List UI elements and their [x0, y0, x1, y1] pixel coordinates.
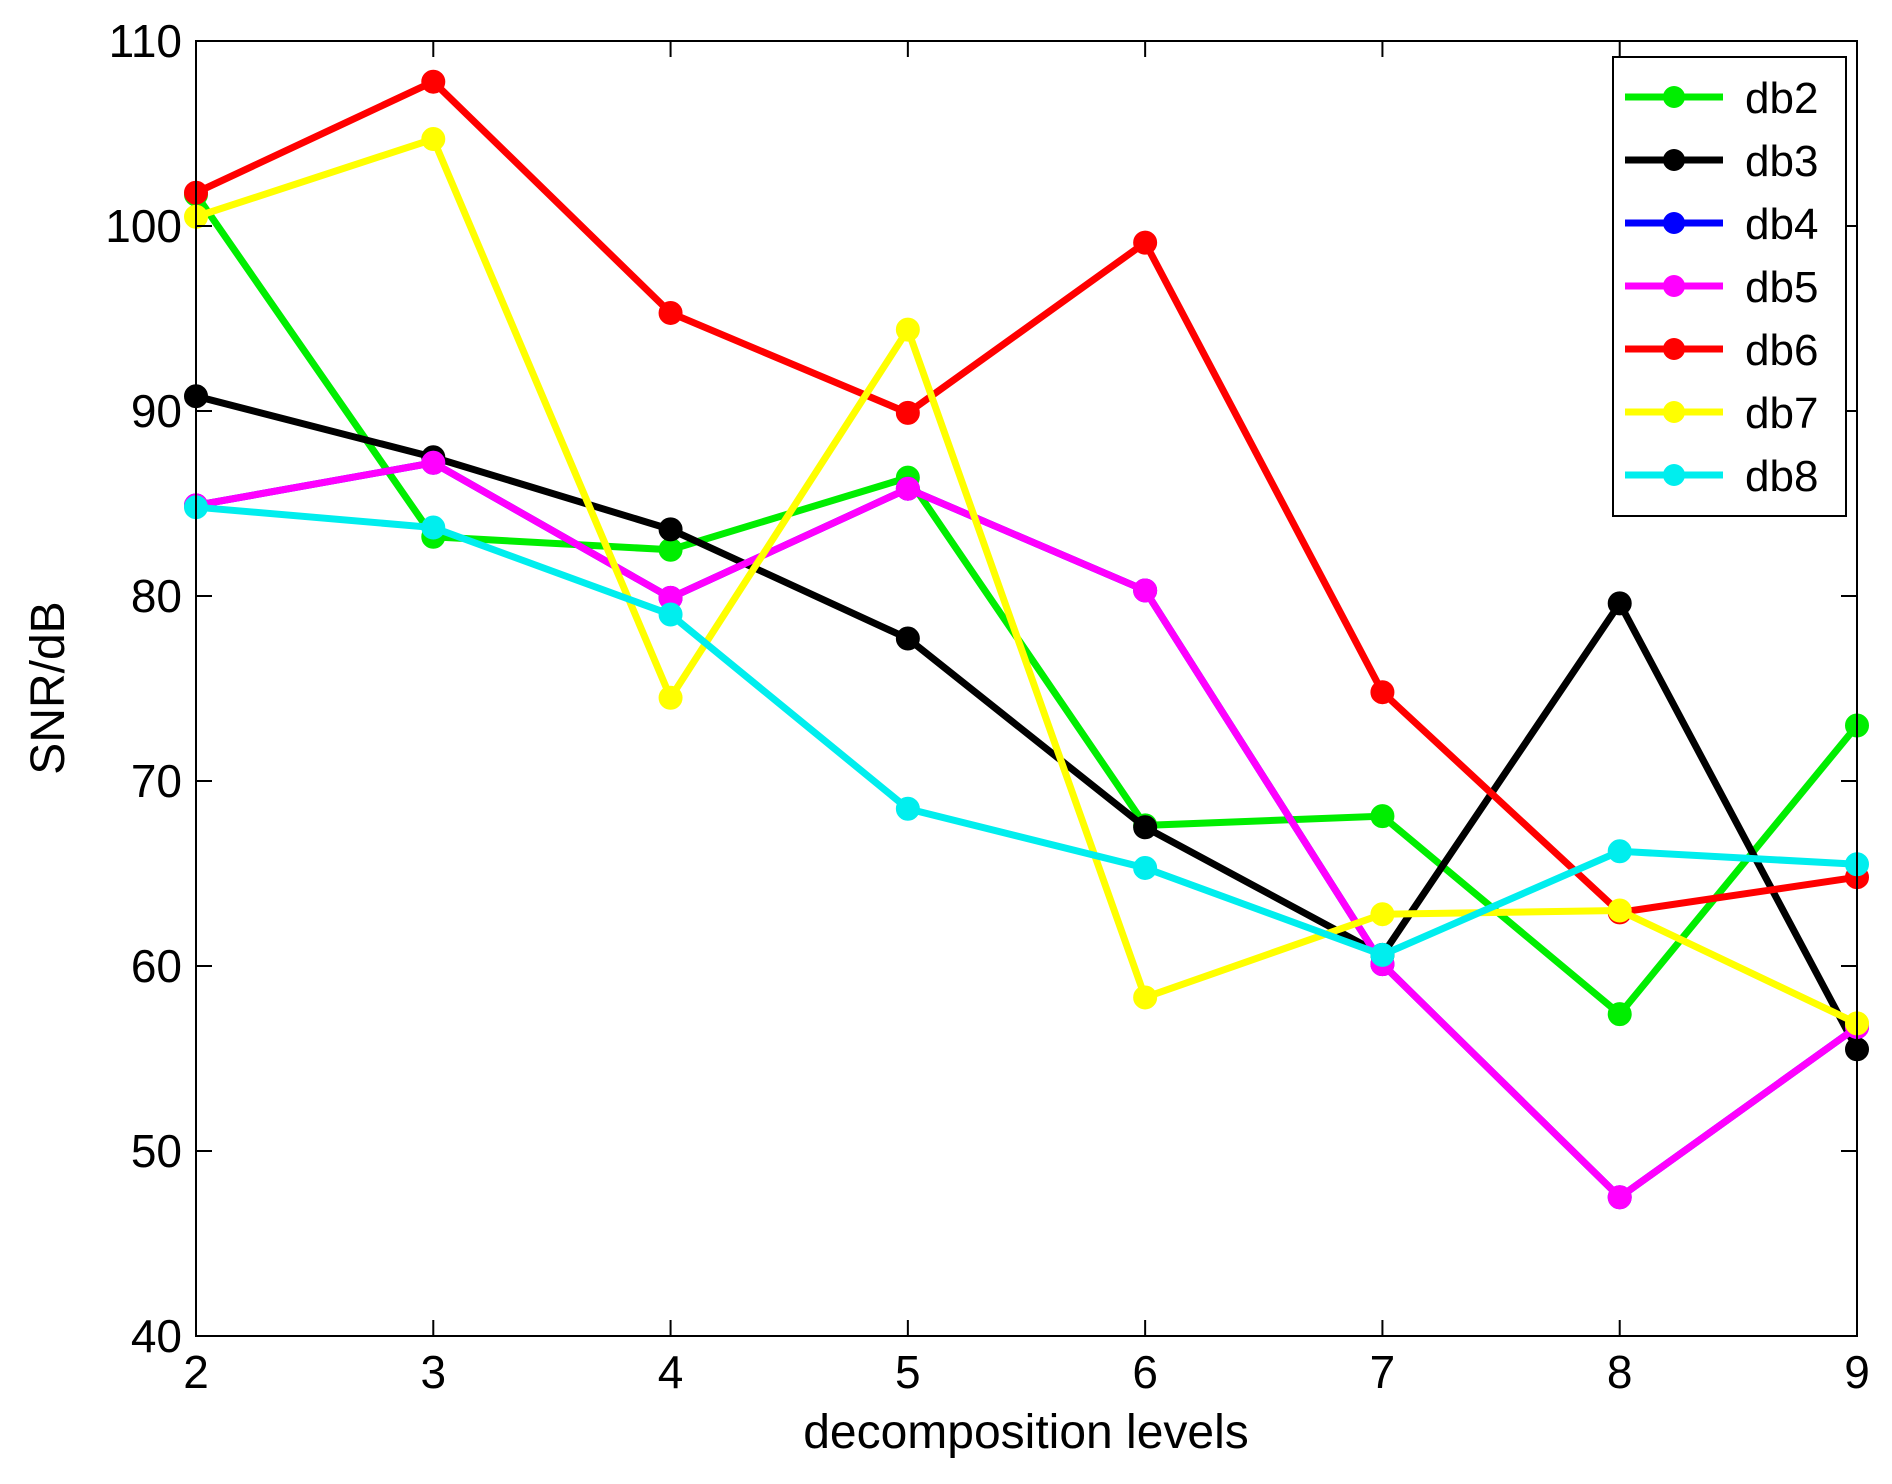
- axis-layer: 2 3 4 5 6 7 8 9 40 50 60 70 80 90 100 110: [105, 15, 1870, 1398]
- legend-item-db4: db4: [1625, 200, 1818, 249]
- x-tick-label: 4: [658, 1346, 684, 1398]
- legend-item-db5: db5: [1625, 263, 1818, 312]
- data-point-db8: [1133, 855, 1158, 880]
- y-tick-label: 90: [131, 385, 182, 437]
- legend-label: db5: [1745, 263, 1818, 312]
- legend-marker: [1663, 149, 1685, 171]
- data-point-db8: [1370, 942, 1395, 967]
- legend-item-db8: db8: [1625, 452, 1818, 501]
- y-tick-label: 110: [109, 15, 182, 67]
- data-point-db2: [658, 537, 683, 562]
- series-line-db5: [195, 459, 1860, 1202]
- legend-label: db8: [1745, 452, 1818, 501]
- data-point-db5: [1133, 578, 1158, 603]
- data-point-db6: [421, 69, 446, 94]
- data-point-db3: [895, 626, 920, 651]
- series-line-db6: [194, 77, 1858, 917]
- legend-label: db6: [1745, 326, 1818, 375]
- data-point-db8: [1607, 839, 1632, 864]
- data-point-db3: [1133, 815, 1158, 840]
- legend-label: db7: [1745, 389, 1818, 438]
- data-point-db7: [1370, 902, 1395, 927]
- y-tick-label: 100: [105, 200, 182, 252]
- x-axis-label: decomposition levels: [803, 1406, 1249, 1459]
- x-tick-label: 8: [1607, 1346, 1633, 1398]
- legend-item-db2: db2: [1625, 74, 1818, 123]
- x-tick-label: 7: [1370, 1346, 1396, 1398]
- data-point-db7: [1607, 898, 1632, 923]
- legend: db2 db3 db4 db5 db6 db7 db8: [1612, 56, 1847, 517]
- legend-label: db4: [1745, 200, 1818, 249]
- data-point-db7: [1133, 985, 1158, 1010]
- data-point-db2: [1370, 804, 1395, 829]
- legend-label: db2: [1745, 74, 1818, 123]
- x-tick-label: 9: [1844, 1346, 1870, 1398]
- legend-marker: [1663, 212, 1685, 234]
- y-tick-label: 80: [131, 570, 182, 622]
- data-point-db8: [895, 796, 920, 821]
- series-db7: [184, 127, 1869, 1036]
- plot-frame: [195, 40, 1858, 1337]
- series-layer: [184, 69, 1869, 1210]
- data-point-db5: [1607, 1185, 1632, 1210]
- data-point-db6: [1370, 680, 1395, 705]
- series-line-db7: [194, 134, 1859, 1027]
- data-point-db5: [895, 476, 920, 501]
- data-point-db6: [895, 400, 920, 425]
- legend-label: db3: [1745, 137, 1818, 186]
- legend-marker: [1663, 338, 1685, 360]
- series-line-db8: [195, 503, 1858, 959]
- data-point-db7: [421, 127, 446, 152]
- data-point-db5: [421, 450, 446, 475]
- data-point-db7: [658, 685, 683, 710]
- y-tick-label: 70: [131, 755, 182, 807]
- y-tick-label: 40: [131, 1310, 182, 1362]
- x-tick-label: 2: [183, 1346, 209, 1398]
- legend-marker: [1663, 275, 1685, 297]
- x-tick-label: 3: [420, 1346, 446, 1398]
- legend-item-db6: db6: [1625, 326, 1818, 375]
- legend-marker: [1663, 401, 1685, 423]
- y-tick-label: 60: [131, 940, 182, 992]
- legend-item-db3: db3: [1625, 137, 1818, 186]
- data-point-db8: [421, 515, 446, 540]
- data-point-db8: [658, 602, 683, 627]
- legend-item-db7: db7: [1625, 389, 1818, 438]
- data-point-db6: [658, 300, 683, 325]
- data-point-db2: [1607, 1002, 1632, 1027]
- series-db8: [184, 495, 1869, 967]
- data-point-db3: [1607, 591, 1632, 616]
- data-point-db3: [658, 517, 683, 542]
- x-tick-label: 5: [895, 1346, 921, 1398]
- y-tick-label: 50: [131, 1125, 182, 1177]
- series-line-db3: [195, 392, 1861, 1051]
- x-tick-label: 6: [1132, 1346, 1158, 1398]
- plot-area: [196, 41, 1857, 1336]
- y-axis-label: SNR/dB: [22, 601, 75, 774]
- legend-marker: [1663, 86, 1685, 108]
- data-point-db6: [1133, 230, 1158, 255]
- legend-marker: [1663, 464, 1685, 486]
- data-point-db7: [895, 317, 920, 342]
